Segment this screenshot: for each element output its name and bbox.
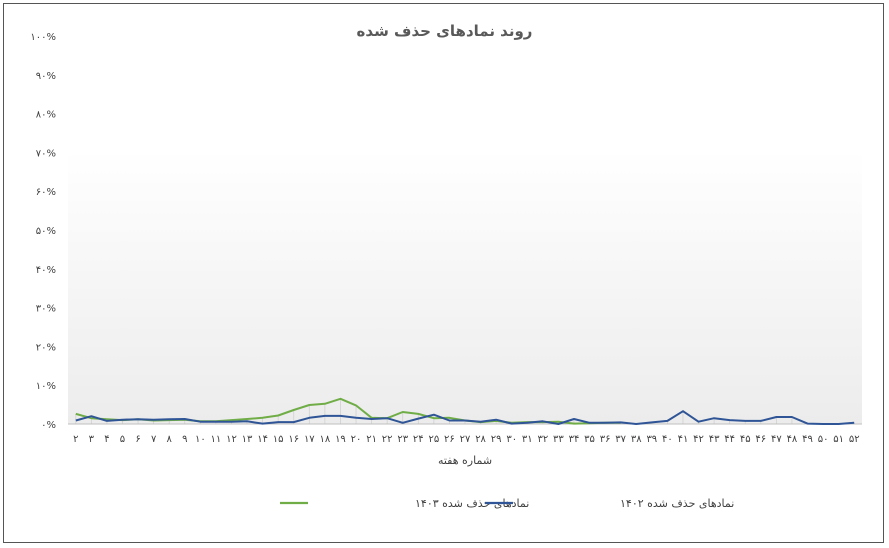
x-tick-label: ۱۳ [242,434,253,445]
x-tick-label: ۲ [73,434,78,445]
x-tick-label: ۴۲ [693,434,704,445]
x-tick-label: ۳۸ [631,434,642,445]
x-tick-label: ۴۹ [802,434,813,445]
x-tick-label: ۳ [89,434,95,445]
x-tick-label: ۲۹ [491,434,502,445]
x-tick-label: ۳۷ [615,434,626,445]
x-tick-label: ۱۲ [226,434,237,445]
y-tick-label: ۳۰% [36,304,56,315]
y-tick-label: ۵۰% [36,226,56,237]
x-tick-label: ۳۲ [537,434,548,445]
x-tick-label: ۲۷ [460,434,471,445]
x-tick-label: ۲۸ [475,434,486,445]
x-tick-label: ۴۱ [678,434,689,445]
y-tick-label: ۱۰۰% [30,32,56,43]
x-tick-label: ۱۰ [195,434,206,445]
x-axis-label: شماره هفته [438,454,492,467]
y-tick-label: ۹۰% [36,71,56,82]
x-tick-label: ۵۲ [849,434,860,445]
x-tick-label: ۲۵ [428,434,439,445]
y-tick-label: ۰% [41,420,56,431]
x-tick-label: ۴۰ [662,434,673,445]
x-tick-label: ۱۷ [304,434,315,445]
y-tick-label: ۲۰% [36,342,56,353]
x-tick-label: ۱۴ [257,434,268,445]
y-tick-label: ۷۰% [36,148,56,159]
x-tick-label: ۲۱ [366,434,377,445]
x-tick-label: ۵۰ [818,434,829,445]
series-line-2 [75,410,855,425]
x-tick-label: ۲۶ [444,434,455,445]
x-tick-label: ۱۹ [335,434,346,445]
y-tick-label: ۶۰% [36,187,56,198]
x-tick-label: ۲۴ [413,434,424,445]
x-tick-label: ۴۷ [771,434,782,445]
x-tick-label: ۱۸ [320,434,331,445]
x-tick-label: ۵۱ [833,434,844,445]
legend-label-1: نمادهای حذف شده ۱۴۰۳ [415,497,529,510]
x-tick-label: ۳۳ [553,434,564,445]
x-tick-label: ۴ [104,434,109,445]
x-tick-label: ۲۲ [382,434,393,445]
x-tick-label: ۱۱ [211,434,222,445]
x-tick-label: ۴۸ [787,434,798,445]
legend-label-2: نمادهای حذف شده ۱۴۰۲ [620,497,734,510]
x-tick-label: ۸ [167,434,173,445]
x-tick-label: ۳۶ [600,434,611,445]
plot-area [68,150,862,424]
y-tick-label: ۱۰% [36,381,56,392]
x-tick-label: ۳۵ [584,434,595,445]
x-tick-label: ۵ [120,434,125,445]
chart-title: روند نمادهای حذف شده [356,22,533,40]
x-tick-label: ۱۵ [273,434,284,445]
x-tick-label: ۲۰ [351,434,362,445]
x-tick-label: ۴۳ [709,434,720,445]
x-tick-label: ۲۳ [397,434,408,445]
x-tick-label: ۳۱ [522,434,533,445]
y-tick-label: ۸۰% [36,110,56,121]
x-tick-label: ۴۵ [740,434,751,445]
x-tick-label: ۴۶ [755,434,766,445]
x-tick-label: ۷ [151,434,157,445]
x-tick-label: ۶ [135,434,140,445]
x-tick-label: ۳۴ [569,434,580,445]
x-tick-label: ۱۶ [288,434,299,445]
x-tick-label: ۹ [182,434,187,445]
x-tick-label: ۳۰ [506,434,517,445]
x-tick-label: ۳۹ [646,434,657,445]
x-tick-label: ۴۴ [724,434,735,445]
y-tick-label: ۴۰% [36,265,56,276]
